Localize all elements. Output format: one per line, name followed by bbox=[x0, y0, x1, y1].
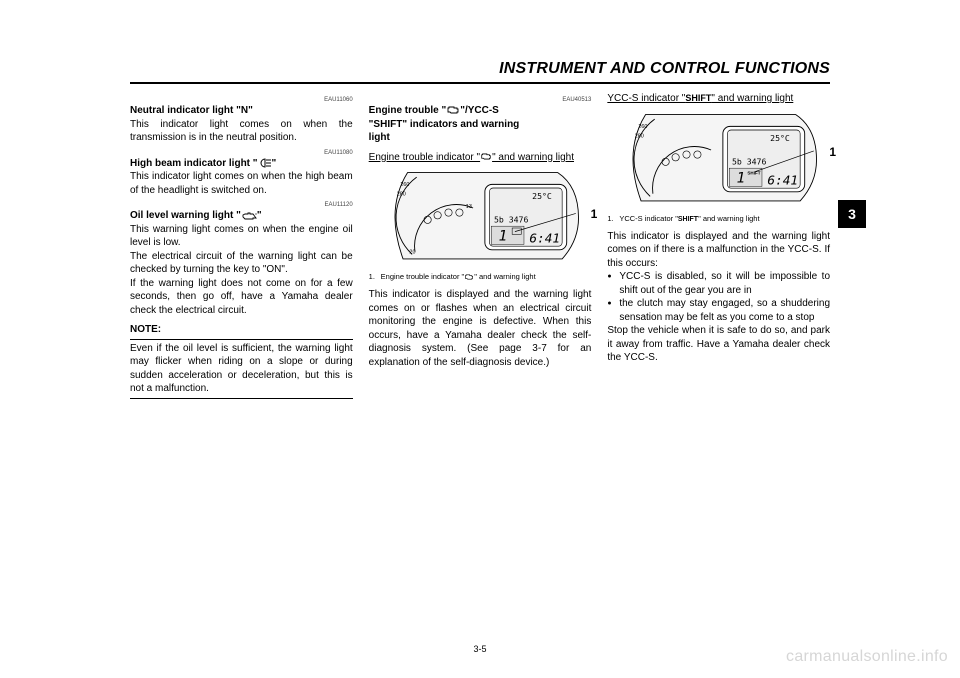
speed-tick: 260 bbox=[400, 182, 409, 188]
heading-text: light bbox=[369, 132, 390, 143]
caption-number: 1. bbox=[607, 214, 619, 224]
neutral-heading: Neutral indicator light "N" bbox=[130, 104, 353, 118]
body-text: This indicator light comes on when the t… bbox=[130, 118, 353, 145]
heading-text: Neutral indicator light " bbox=[130, 105, 241, 116]
subheading-text: YCC-S indicator " bbox=[607, 93, 685, 104]
heading-text: " bbox=[257, 210, 262, 221]
note-body: Even if the oil level is sufficient, the… bbox=[130, 342, 353, 396]
engine-trouble-heading: Engine trouble ""/YCC-S "SHIFT" indicato… bbox=[369, 104, 592, 145]
list-item: YCC-S is disabled, so it will be impossi… bbox=[607, 270, 830, 297]
caption-part: Engine trouble indicator " bbox=[381, 272, 465, 281]
page-number: 3-5 bbox=[473, 644, 486, 654]
lcd-clock: 6:41 bbox=[529, 231, 560, 246]
caption-part: " and warning light bbox=[474, 272, 535, 281]
caption-text: YCC-S indicator "SHIFT" and warning ligh… bbox=[619, 214, 830, 224]
figure-callout: 1 bbox=[829, 144, 836, 160]
speed-tick: 280 bbox=[635, 133, 644, 139]
shift-indicator: SHIFT bbox=[748, 170, 761, 175]
note-label: NOTE: bbox=[130, 324, 161, 335]
subheading-text: " and warning light bbox=[711, 93, 793, 104]
caption-part: YCC-S indicator " bbox=[619, 214, 678, 223]
instrument-cluster-svg: 260 280 20 13 25°C bbox=[369, 168, 592, 268]
heading-text: High beam indicator light " bbox=[130, 158, 258, 169]
heading-text: " bbox=[272, 158, 277, 169]
neutral-symbol: N bbox=[241, 105, 248, 116]
figure-caption: 1. Engine trouble indicator " " and warni… bbox=[369, 272, 592, 282]
watermark: carmanualsonline.info bbox=[786, 648, 948, 666]
lcd-temp: 25°C bbox=[770, 132, 790, 142]
list-item: the clutch may stay engaged, so a shudde… bbox=[607, 297, 830, 324]
note-rule bbox=[130, 398, 353, 399]
heading-text: Engine trouble " bbox=[369, 105, 447, 116]
section-title: INSTRUMENT AND CONTROL FUNCTIONS bbox=[130, 60, 830, 82]
lcd-gear-number: 1 bbox=[737, 170, 746, 186]
subheading-text: " and warning light bbox=[492, 152, 574, 163]
sub-heading: Engine trouble indicator " " and warning … bbox=[369, 151, 592, 165]
body-text: This indicator is displayed and the warn… bbox=[607, 230, 830, 271]
body-text: This indicator is displayed and the warn… bbox=[369, 288, 592, 369]
manual-page: INSTRUMENT AND CONTROL FUNCTIONS EAU1106… bbox=[0, 0, 960, 678]
instrument-figure: 260 280 20 13 25°C bbox=[369, 168, 592, 268]
instrument-figure: 260 280 25°C 5b 3476 1 bbox=[607, 110, 830, 210]
shift-label: SHIFT bbox=[678, 216, 698, 223]
engine-icon bbox=[480, 152, 492, 161]
instrument-cluster-svg: 260 280 25°C 5b 3476 1 bbox=[607, 110, 830, 210]
note-rule bbox=[130, 339, 353, 340]
oil-can-icon bbox=[241, 211, 257, 221]
highbeam-heading: High beam indicator light " " bbox=[130, 157, 353, 171]
lcd-readout: 5b 3476 bbox=[494, 215, 529, 225]
lcd-clock: 6:41 bbox=[768, 172, 799, 187]
eau-code: EAU11120 bbox=[130, 201, 353, 209]
note-block: NOTE: bbox=[130, 323, 353, 337]
lcd-temp: 25°C bbox=[532, 191, 552, 201]
column-2: EAU40513 Engine trouble ""/YCC-S "SHIFT"… bbox=[369, 92, 592, 604]
caption-text: Engine trouble indicator " " and warning … bbox=[381, 272, 592, 282]
body-text: Stop the vehicle when it is safe to do s… bbox=[607, 324, 830, 365]
figure-caption: 1. YCC-S indicator "SHIFT" and warning l… bbox=[607, 214, 830, 224]
body-text: This indicator light comes on when the h… bbox=[130, 170, 353, 197]
columns: EAU11060 Neutral indicator light "N" Thi… bbox=[130, 84, 830, 604]
body-text: The electrical circuit of the warning li… bbox=[130, 250, 353, 277]
heading-text: "/YCC-S bbox=[460, 105, 499, 116]
body-text: If the warning light does not come on fo… bbox=[130, 277, 353, 318]
shift-label: SHIFT bbox=[685, 93, 711, 103]
heading-text: " indicators and warning bbox=[402, 119, 519, 130]
speed-tick: 260 bbox=[639, 124, 648, 130]
engine-icon bbox=[446, 105, 460, 115]
lcd-readout: 5b 3476 bbox=[732, 156, 767, 166]
content-frame: EAU11060 Neutral indicator light "N" Thi… bbox=[130, 82, 830, 642]
column-1: EAU11060 Neutral indicator light "N" Thi… bbox=[130, 92, 353, 604]
chapter-tab: 3 bbox=[838, 200, 866, 228]
column-3: YCC-S indicator "SHIFT" and warning ligh… bbox=[607, 92, 830, 604]
high-beam-icon bbox=[258, 158, 272, 168]
caption-part: " and warning light bbox=[698, 214, 759, 223]
figure-callout: 1 bbox=[591, 206, 598, 222]
speed-tick: 280 bbox=[396, 191, 405, 197]
subheading-text: Engine trouble indicator " bbox=[369, 152, 480, 163]
heading-text: Oil level warning light " bbox=[130, 210, 241, 221]
body-text: This warning light comes on when the eng… bbox=[130, 223, 353, 250]
shift-label: SHIFT bbox=[373, 119, 402, 130]
eau-code: EAU11080 bbox=[130, 149, 353, 157]
eau-code: EAU40513 bbox=[369, 96, 592, 104]
sub-heading: YCC-S indicator "SHIFT" and warning ligh… bbox=[607, 92, 830, 106]
eau-code: EAU11060 bbox=[130, 96, 353, 104]
engine-icon bbox=[464, 273, 474, 281]
heading-text: " bbox=[248, 105, 253, 116]
lcd-gear-number: 1 bbox=[498, 229, 507, 245]
bullet-list: YCC-S is disabled, so it will be impossi… bbox=[607, 270, 830, 324]
caption-number: 1. bbox=[369, 272, 381, 282]
oil-heading: Oil level warning light " " bbox=[130, 209, 353, 223]
